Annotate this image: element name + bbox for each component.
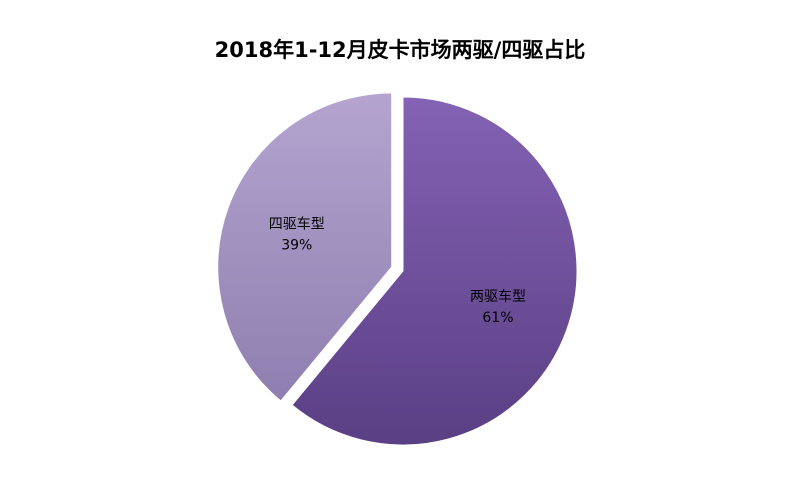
- slice-value-label-0: 61%: [482, 310, 513, 326]
- slice-category-label-1: 四驱车型: [269, 216, 325, 233]
- chart-title: 2018年1-12月皮卡市场两驱/四驱占比: [214, 38, 586, 62]
- pie-slice-0: [291, 96, 578, 446]
- slice-category-label-0: 两驱车型: [470, 288, 526, 305]
- pie-slice-1: [217, 92, 393, 402]
- slice-value-label-1: 39%: [281, 238, 312, 254]
